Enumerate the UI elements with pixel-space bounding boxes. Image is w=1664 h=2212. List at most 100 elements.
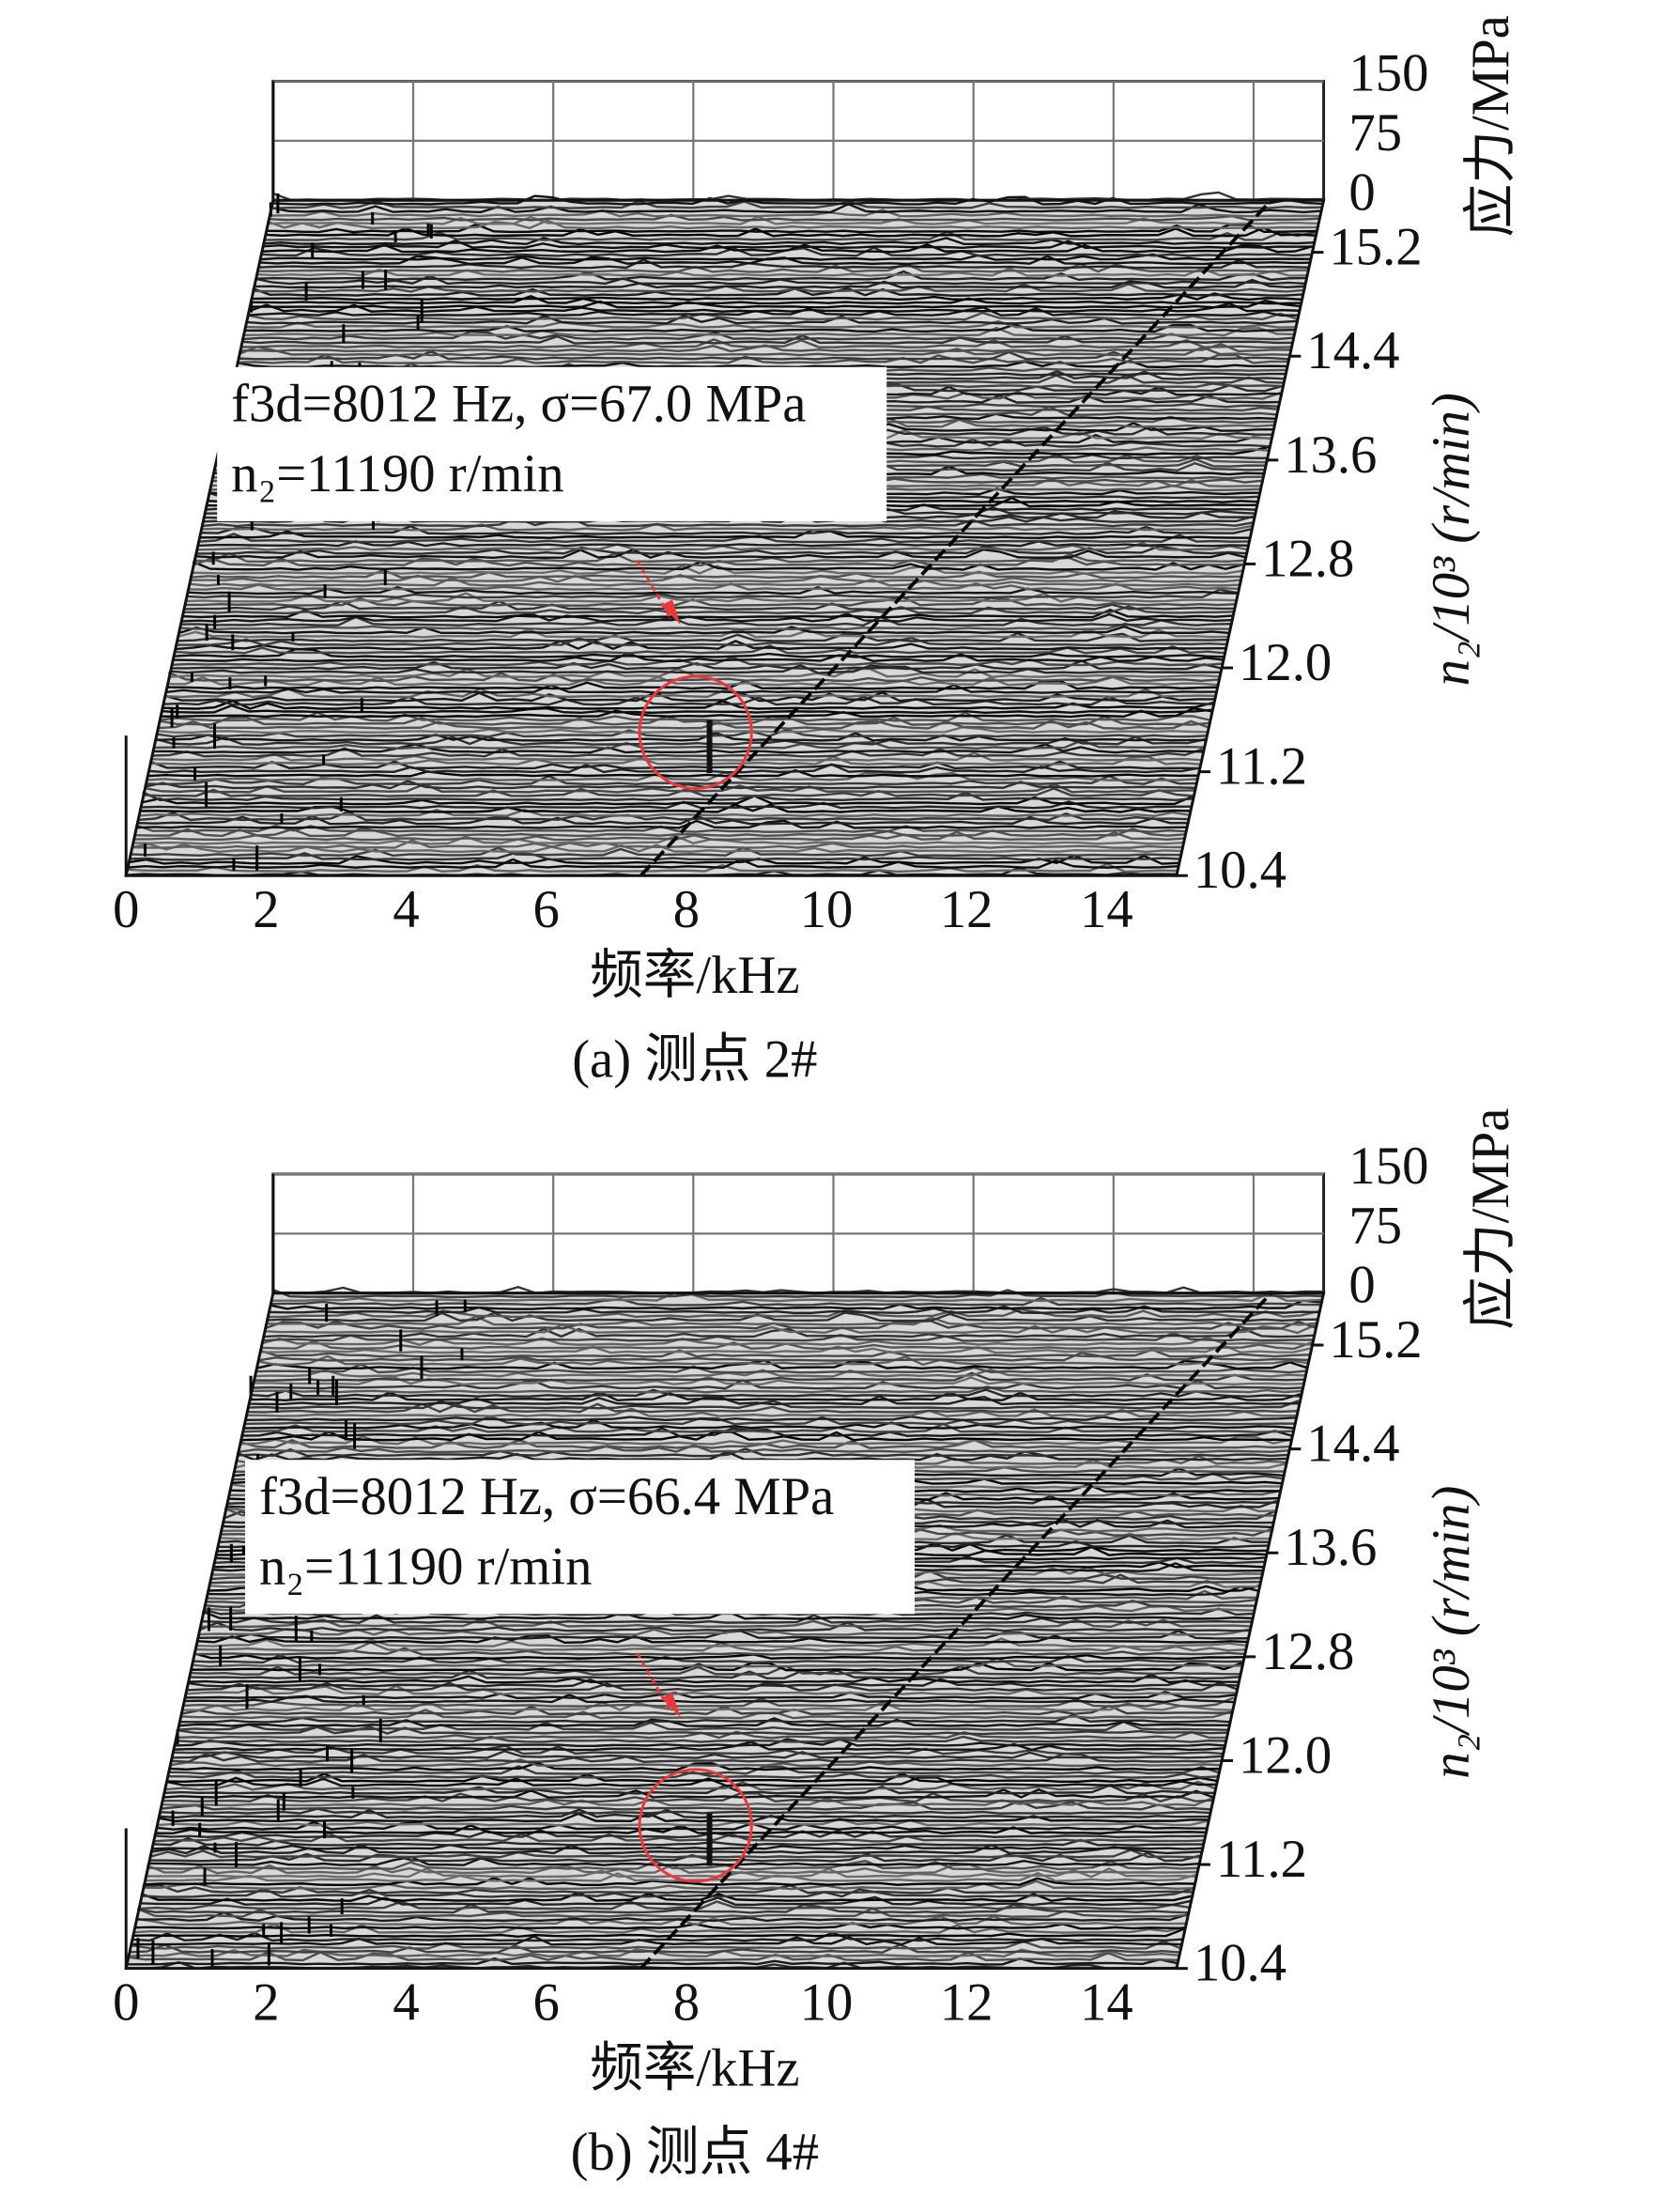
x-tick-label: 10 [800, 880, 854, 939]
trace [128, 854, 1179, 865]
x-tick-label: 14 [1080, 880, 1133, 939]
trace [251, 292, 1302, 302]
trace [257, 1354, 1309, 1367]
trace [186, 1681, 1238, 1692]
trace [149, 1848, 1201, 1859]
trace [255, 1363, 1307, 1374]
trace [172, 1744, 1224, 1756]
trace [268, 1307, 1319, 1319]
trace [243, 1419, 1295, 1430]
trace [264, 230, 1316, 241]
trace [202, 517, 1254, 528]
trace [187, 1678, 1239, 1688]
trace [147, 768, 1198, 778]
trace [268, 215, 1319, 225]
trace [261, 243, 1313, 254]
trace [164, 1780, 1216, 1791]
trace [241, 1427, 1293, 1438]
trace [154, 735, 1206, 746]
trace [270, 200, 1322, 209]
trace [193, 1652, 1244, 1660]
trace [144, 1877, 1195, 1887]
trace [244, 1415, 1296, 1426]
highlight-circle [638, 674, 753, 790]
trace [167, 672, 1220, 683]
trace [265, 1320, 1317, 1330]
trace [140, 800, 1192, 810]
z-tick-label: 0 [1348, 162, 1375, 222]
trace [180, 1704, 1232, 1716]
trace [183, 1693, 1235, 1704]
annotation: n₂=11190 r/min [259, 1538, 592, 1597]
trace [269, 1305, 1319, 1315]
trace [258, 1352, 1309, 1362]
trace [140, 1891, 1192, 1902]
trace [240, 338, 1292, 348]
ridge [639, 199, 1272, 877]
z-tick-label: 75 [1348, 1196, 1402, 1255]
trace [271, 1288, 1323, 1299]
x-tick-label: 6 [533, 1972, 560, 2032]
trace [135, 1915, 1187, 1926]
trace [245, 319, 1297, 329]
trace [152, 1836, 1204, 1847]
trace [183, 605, 1234, 615]
trace [159, 715, 1210, 726]
trace [175, 1735, 1226, 1743]
trace [153, 1832, 1205, 1843]
trace [249, 299, 1301, 309]
x-tick-label: 12 [940, 880, 994, 939]
trace [161, 707, 1211, 719]
y-axis-label: n₂/10³ (r/min) [1422, 1486, 1481, 1779]
trace [270, 1296, 1321, 1307]
trace [156, 728, 1208, 738]
trace [182, 1700, 1233, 1711]
trace [254, 1368, 1306, 1378]
trace [143, 1879, 1194, 1891]
trace [178, 625, 1230, 635]
trace [263, 1327, 1315, 1338]
x-tick-label: 10 [800, 1972, 854, 2032]
y-tick-label: 14.4 [1306, 1415, 1399, 1474]
trace [198, 1628, 1250, 1636]
trace [239, 346, 1290, 357]
trace [179, 622, 1231, 631]
trace [132, 1927, 1184, 1938]
trace [249, 1390, 1302, 1402]
trace [177, 1725, 1228, 1736]
trace [187, 585, 1239, 596]
trace [252, 286, 1303, 297]
trace [189, 1668, 1240, 1680]
trace [169, 1761, 1221, 1771]
y-tick-label: 13.6 [1284, 1518, 1377, 1577]
trace [162, 1792, 1213, 1803]
x-tick-label: 4 [393, 1972, 419, 2032]
trace [185, 592, 1237, 603]
trace [160, 711, 1211, 722]
trace [163, 1784, 1215, 1795]
trace [161, 704, 1212, 715]
trace [243, 326, 1295, 337]
trace [242, 1422, 1294, 1433]
trace [193, 551, 1245, 564]
trace [141, 1887, 1193, 1898]
trace [162, 699, 1213, 710]
trace [188, 581, 1240, 591]
trace [199, 1621, 1251, 1632]
trace [155, 732, 1207, 742]
trace [138, 810, 1189, 822]
trace [189, 577, 1240, 587]
trace [171, 1752, 1222, 1763]
trace [136, 819, 1188, 829]
trace [194, 548, 1246, 560]
trace [195, 545, 1247, 555]
trace [162, 1787, 1214, 1799]
trace [257, 262, 1308, 273]
trace [196, 1633, 1248, 1645]
trace [183, 599, 1235, 611]
trace [195, 1637, 1247, 1648]
trace [199, 529, 1251, 539]
x-tick-label: 8 [673, 1972, 700, 2032]
trace [256, 267, 1308, 277]
